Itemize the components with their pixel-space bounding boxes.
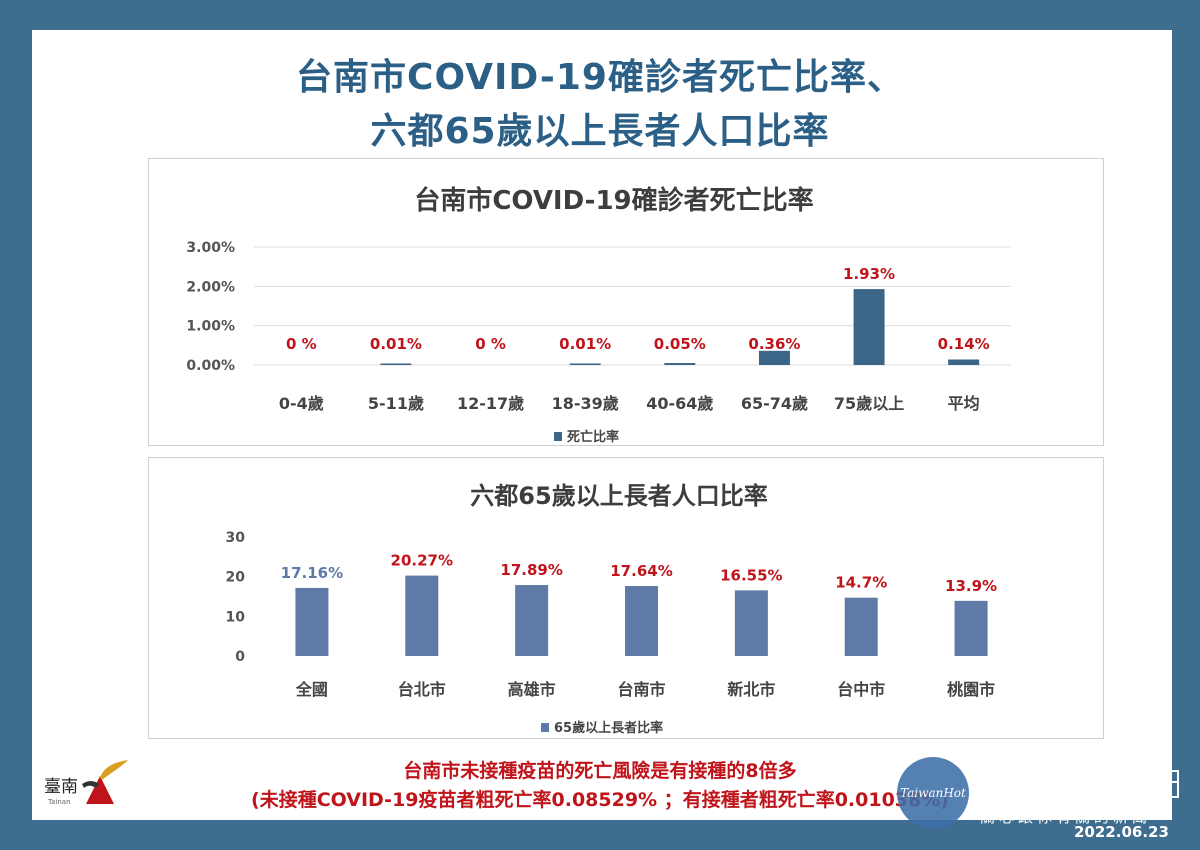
chart-title: 台南市COVID-19確診者死亡比率 [414,185,813,216]
x-tick-label: 40-64歲 [646,394,713,413]
y-tick-label: 0.00% [186,358,235,374]
bar [380,363,412,365]
data-label: 14.7% [835,574,887,592]
data-label: 1.93% [843,265,895,283]
legend-label: 65歲以上長者比率 [554,720,663,736]
elderly-ratio-chart-panel: 六都65歲以上長者人口比率 30 20 10 0 17.16% 全國 20.27% 台北市 17.… [148,457,1104,739]
note-line2: (未接種COVID-19疫苗者粗死亡率0.08529% ；有接種者粗死亡率0.0… [251,789,949,811]
bar [515,585,549,656]
publish-date: 2022.06.23 [1074,823,1169,841]
x-tick-label: 桃園市 [947,680,995,699]
y-tick-label: 20 [226,570,246,586]
data-label: 0 % [286,335,317,353]
y-tick-label: 2.00% [186,279,235,295]
bar [405,575,439,656]
bar [948,359,980,365]
bar [954,600,988,656]
data-label: 16.55% [720,566,782,584]
bar [844,597,878,656]
logo-subtext: Tainan [47,798,71,806]
data-label: 17.16% [281,564,343,582]
x-tick-label: 高雄市 [508,680,556,699]
death-rate-chart: 台南市COVID-19確診者死亡比率 3.00% 2.00% 1.00% 0.00% 0 … [186,185,1011,445]
data-label: 0.01% [370,335,422,353]
y-tick-label: 0 [235,649,245,665]
x-tick-label: 新北市 [727,680,775,699]
bar [758,350,790,365]
data-label: 0.14% [938,335,990,353]
legend-swatch [541,723,549,732]
y-tick-label: 10 [226,609,246,625]
data-label: 17.89% [500,561,562,579]
x-tick-label: 12-17歲 [457,394,524,413]
logo-text: 臺南 [44,777,78,797]
chart-title: 六都65歲以上長者人口比率 [470,482,767,510]
data-label: 0.01% [559,335,611,353]
bar [853,289,885,365]
legend-label: 死亡比率 [567,429,619,445]
note-line1: 台南市未接種疫苗的死亡風險是有接種的8倍多 [403,760,797,782]
tainan-logo: 臺南 Tainan [42,758,138,810]
data-label: 0 % [475,335,506,353]
x-tick-label: 全國 [295,680,328,699]
data-label: 0.36% [748,335,800,353]
x-tick-label: 台中市 [837,680,885,699]
watermark-badge: TaiwanHot [897,757,969,829]
bar [569,363,601,365]
watermark-news-icon [1157,770,1179,798]
bar [664,363,696,365]
x-tick-label: 台南市 [617,680,665,699]
x-tick-label: 18-39歲 [552,394,619,413]
page-title-line2: 六都65歲以上長者人口比率 [370,111,830,152]
x-tick-label: 台北市 [398,680,446,699]
elderly-ratio-chart: 六都65歲以上長者人口比率 30 20 10 0 17.16% 全國 20.27% 台北市 17.… [226,482,998,736]
x-tick-label: 75歲以上 [834,394,904,413]
page-title-line1: 台南市COVID-19確診者死亡比率、 [296,57,904,98]
data-label: 0.05% [654,335,706,353]
bar [734,590,768,656]
bar [295,587,329,656]
x-tick-label: 65-74歲 [741,394,808,413]
bar [625,586,658,656]
x-tick-label: 0-4歲 [279,394,324,413]
x-tick-label: 平均 [948,394,980,413]
data-label: 13.9% [945,577,997,595]
x-tick-label: 5-11歲 [368,394,424,413]
death-rate-chart-panel: 台南市COVID-19確診者死亡比率 3.00% 2.00% 1.00% 0.00% 0 … [148,158,1104,446]
data-label: 20.27% [391,552,453,570]
data-label: 17.64% [610,562,672,580]
y-tick-label: 30 [226,530,246,546]
watermark-slogan: 關心跟你有關的新聞 [980,808,1152,826]
legend-swatch [554,432,562,441]
y-tick-label: 1.00% [186,319,235,335]
y-tick-label: 3.00% [186,240,235,256]
